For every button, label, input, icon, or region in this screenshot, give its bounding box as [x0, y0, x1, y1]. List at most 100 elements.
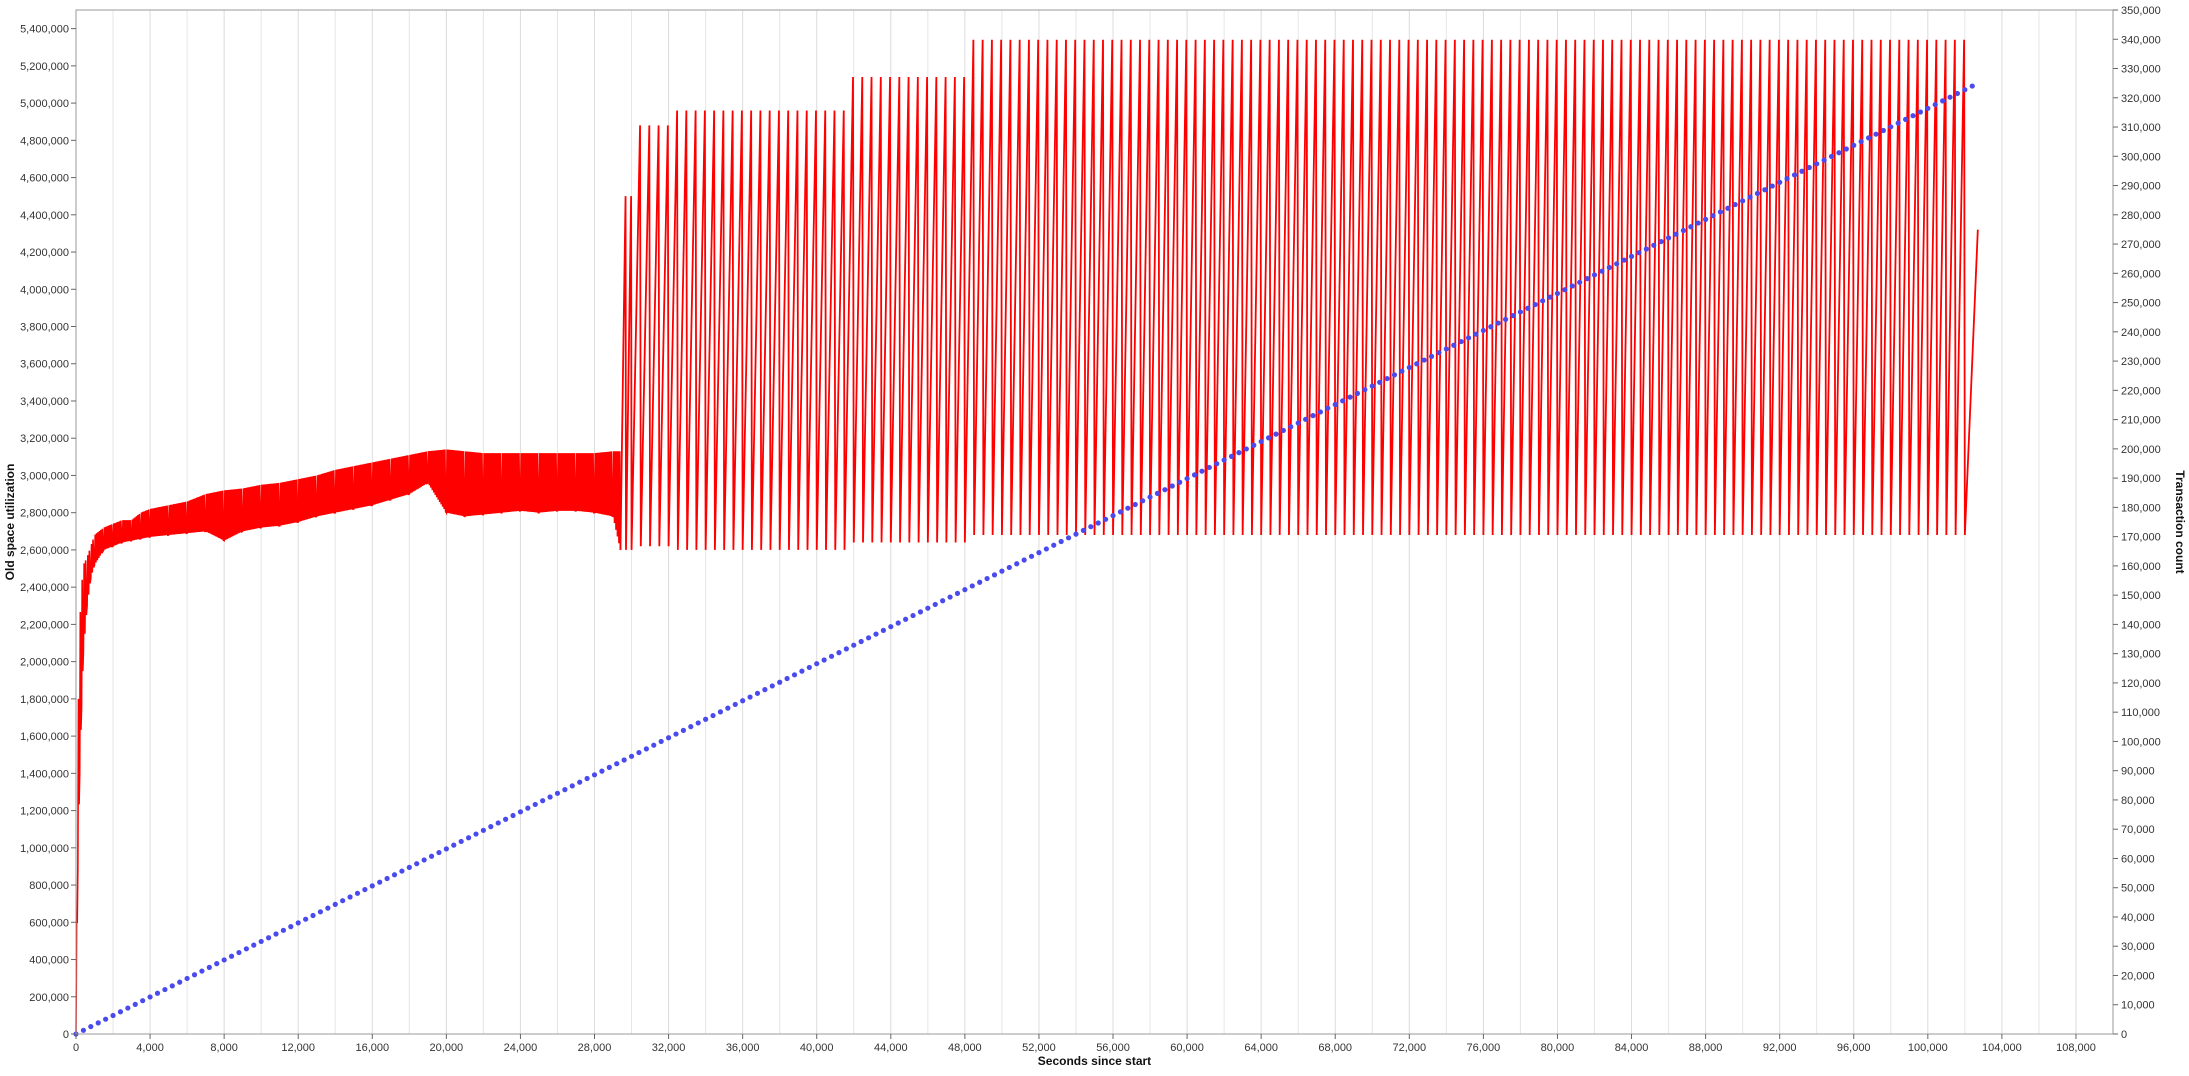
transaction-count-point — [221, 957, 227, 963]
transaction-count-point — [858, 638, 864, 645]
transaction-count-point — [814, 661, 820, 667]
transaction-count-point — [1436, 350, 1442, 356]
transaction-count-point — [1036, 550, 1042, 556]
transaction-count-point — [1014, 561, 1020, 567]
x-tick-label: 100,000 — [1908, 1042, 1948, 1054]
transaction-count-point — [132, 1001, 138, 1007]
transaction-count-point — [384, 875, 390, 882]
transaction-count-point — [1962, 87, 1968, 93]
transaction-count-point — [1673, 231, 1679, 237]
transaction-count-point — [562, 787, 568, 793]
y-tick-label: 2,600,000 — [20, 545, 69, 557]
transaction-count-point — [1458, 338, 1464, 345]
transaction-count-point — [1140, 498, 1146, 504]
y2-tick-label: 120,000 — [2121, 678, 2161, 690]
transaction-count-point — [332, 901, 338, 908]
transaction-count-point — [303, 916, 309, 922]
y2-tick-label: 150,000 — [2121, 590, 2161, 602]
y2-tick-label: 110,000 — [2121, 707, 2160, 719]
transaction-count-point — [1880, 127, 1886, 134]
transaction-count-point — [769, 683, 775, 689]
transaction-count-point — [1577, 279, 1583, 285]
transaction-count-point — [1414, 361, 1420, 367]
transaction-count-point — [665, 735, 672, 741]
transaction-count-point — [1428, 353, 1435, 359]
x-tick-label: 64,000 — [1244, 1042, 1278, 1054]
transaction-count-point — [747, 694, 753, 700]
transaction-count-point — [1132, 501, 1138, 508]
transaction-count-point — [317, 909, 324, 915]
transaction-count-point — [1191, 472, 1198, 478]
y2-tick-label: 180,000 — [2121, 502, 2161, 514]
transaction-count-point — [1051, 542, 1057, 548]
transaction-count-point — [547, 794, 553, 800]
transaction-count-point — [1206, 464, 1212, 471]
transaction-count-point — [1969, 83, 1975, 89]
y2-tick-label: 190,000 — [2121, 473, 2161, 485]
transaction-count-point — [103, 1016, 109, 1022]
transaction-count-point — [391, 872, 398, 878]
y-tick-label: 5,400,000 — [20, 24, 69, 36]
transaction-count-point — [377, 879, 383, 885]
transaction-count-point — [1643, 246, 1649, 252]
transaction-count-point — [865, 635, 872, 641]
transaction-count-point — [1680, 227, 1686, 234]
transaction-count-point — [1762, 187, 1768, 193]
transaction-count-point — [1310, 413, 1316, 419]
y2-tick-label: 270,000 — [2121, 239, 2161, 251]
y2-tick-label: 200,000 — [2121, 444, 2161, 456]
transaction-count-point — [251, 942, 257, 948]
transaction-count-point — [1806, 164, 1812, 171]
transaction-count-point — [591, 772, 598, 778]
transaction-count-point — [1665, 235, 1672, 241]
transaction-count-point — [154, 990, 161, 996]
y-tick-label: 0 — [63, 1029, 69, 1041]
y-axis-title: Old space utilization — [3, 464, 17, 581]
transaction-count-point — [673, 731, 679, 737]
transaction-count-point — [1384, 375, 1390, 382]
transaction-count-point — [147, 994, 153, 1000]
transaction-count-point — [1954, 90, 1961, 97]
y-tick-label: 2,000,000 — [20, 657, 69, 669]
transaction-count-point — [1177, 479, 1183, 485]
x-tick-label: 92,000 — [1763, 1042, 1797, 1054]
transaction-count-point — [880, 627, 886, 633]
y2-axis-title: Transaction count — [2173, 470, 2187, 573]
transaction-count-point — [1799, 168, 1805, 174]
transaction-count-point — [1740, 198, 1746, 204]
transaction-count-point — [1777, 179, 1783, 185]
transaction-count-point — [1814, 161, 1820, 167]
axes: 0 4,000 8,000 12,000 16,000 20,000 24,000 28,00… — [20, 5, 2161, 1054]
transaction-count-point — [1903, 116, 1909, 122]
transaction-count-point — [1288, 424, 1294, 430]
transaction-count-point — [1125, 505, 1131, 511]
transaction-count-point — [1377, 379, 1383, 385]
transaction-count-point — [228, 953, 235, 959]
transaction-count-point — [799, 668, 805, 674]
transaction-count-point — [599, 768, 605, 774]
x-tick-label: 12,000 — [281, 1042, 315, 1054]
transaction-count-point — [614, 761, 620, 767]
transaction-count-point — [325, 905, 331, 911]
transaction-count-point — [436, 849, 442, 856]
x-tick-label: 48,000 — [948, 1042, 982, 1054]
transaction-count-point — [903, 616, 909, 622]
transaction-count-point — [925, 605, 931, 611]
transaction-count-point — [828, 653, 835, 659]
transaction-count-point — [473, 831, 479, 837]
transaction-count-point — [1754, 190, 1761, 197]
transaction-count-point — [1791, 172, 1798, 178]
x-tick-label: 88,000 — [1689, 1042, 1723, 1054]
transaction-count-point — [628, 753, 635, 759]
transaction-count-point — [621, 757, 627, 763]
y-tick-label: 2,200,000 — [20, 619, 69, 631]
transaction-count-point — [732, 701, 738, 708]
transaction-count-point — [280, 927, 286, 933]
transaction-count-point — [1421, 357, 1427, 363]
transaction-count-point — [88, 1023, 94, 1030]
y2-tick-label: 10,000 — [2121, 1000, 2155, 1012]
transaction-count-point — [1073, 531, 1079, 537]
transaction-count-point — [1065, 535, 1072, 541]
transaction-count-point — [1540, 298, 1546, 304]
